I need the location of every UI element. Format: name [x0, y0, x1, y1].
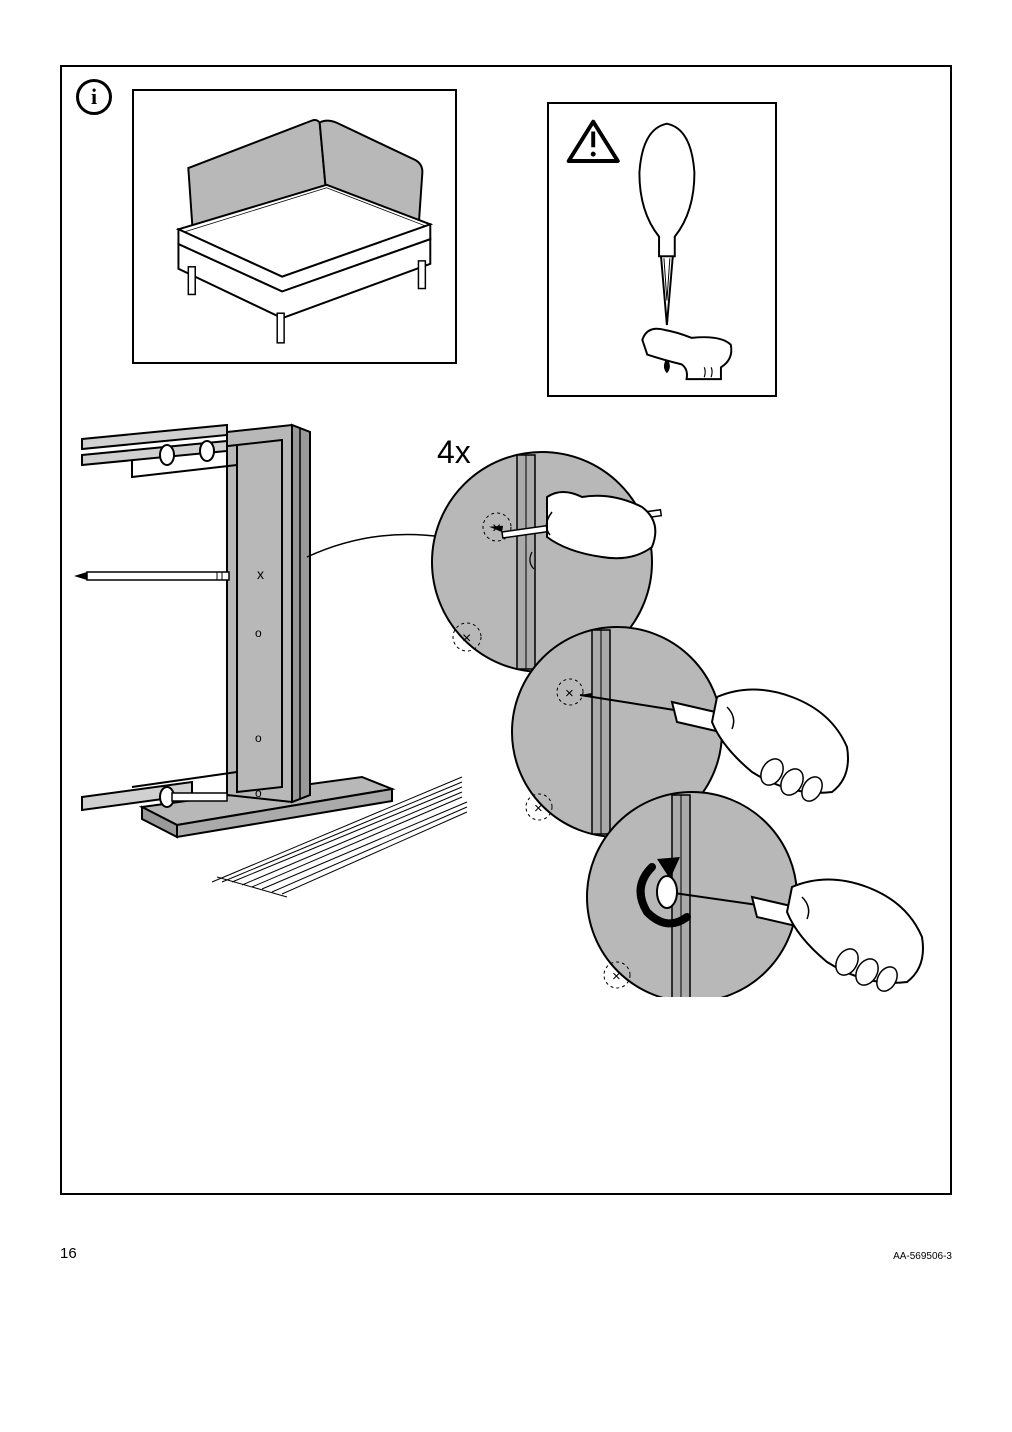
svg-text:o: o [255, 731, 262, 745]
pencil [74, 572, 229, 580]
assembly-svg: x o o o [72, 377, 942, 997]
svg-text:x: x [257, 566, 264, 582]
warning-icon [569, 122, 618, 161]
svg-text:o: o [255, 786, 262, 800]
document-id: AA-569506-3 [893, 1251, 952, 1262]
svg-text:o: o [255, 626, 262, 640]
svg-text:×: × [612, 968, 621, 985]
detail-circle-3: × [587, 792, 923, 997]
page-number: 16 [60, 1245, 77, 1262]
awl-warning-illustration [549, 104, 775, 394]
svg-text:×: × [462, 630, 471, 647]
sofa-illustration [134, 91, 455, 363]
product-overview-panel [132, 89, 457, 364]
info-icon-label: i [91, 84, 97, 110]
svg-text:×: × [565, 685, 574, 702]
main-assembly-diagram: x o o o [72, 377, 942, 997]
bracket-structure: x o o o [74, 425, 467, 897]
warning-panel [547, 102, 777, 397]
instruction-page: i [60, 65, 952, 1195]
svg-text:×: × [534, 800, 543, 817]
info-icon: i [76, 79, 112, 115]
